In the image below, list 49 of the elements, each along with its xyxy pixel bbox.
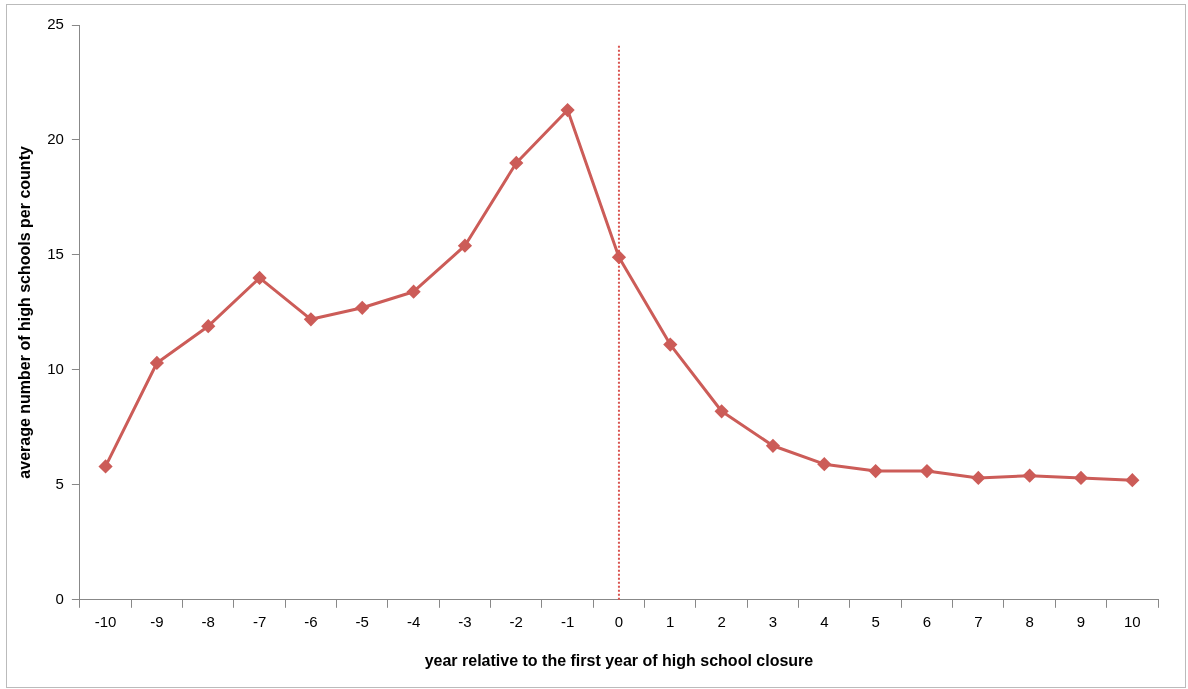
point bbox=[1074, 471, 1088, 485]
x-tick-label: -7 bbox=[252, 612, 267, 630]
x-tick-label: 3 bbox=[768, 612, 778, 630]
point bbox=[150, 356, 164, 370]
point bbox=[715, 404, 729, 418]
x-tick-label: 6 bbox=[922, 612, 932, 630]
point bbox=[817, 457, 831, 471]
x-tick-label: -8 bbox=[201, 612, 215, 630]
point bbox=[407, 285, 421, 299]
y-tick-label: 0 bbox=[55, 589, 64, 607]
x-tick-label: 0 bbox=[614, 612, 624, 630]
point bbox=[355, 301, 369, 315]
y-tick-label: 10 bbox=[47, 360, 64, 378]
x-tick-label: 8 bbox=[1025, 612, 1034, 630]
x-tick-label: -4 bbox=[406, 612, 421, 630]
point bbox=[766, 439, 780, 453]
point bbox=[99, 459, 113, 473]
x-tick-label: -9 bbox=[150, 612, 164, 630]
point bbox=[1125, 473, 1139, 487]
y-axis-title: average number of high schools per county bbox=[16, 146, 34, 479]
x-tick-label: -6 bbox=[304, 612, 318, 630]
x-tick-label: 9 bbox=[1076, 612, 1086, 630]
point bbox=[253, 271, 267, 285]
x-tick-label: -1 bbox=[560, 612, 575, 630]
point bbox=[458, 239, 472, 253]
point bbox=[869, 464, 883, 478]
y-tick-label: 20 bbox=[47, 130, 64, 148]
point bbox=[201, 319, 215, 333]
x-tick-label: 5 bbox=[871, 612, 880, 630]
x-tick-label: 10 bbox=[1123, 612, 1141, 630]
point bbox=[561, 103, 575, 117]
x-tick-label: 1 bbox=[666, 612, 675, 630]
y-tick-label: 15 bbox=[47, 245, 64, 263]
x-tick-label: -2 bbox=[509, 612, 523, 630]
point bbox=[509, 156, 523, 170]
x-tick-label: -10 bbox=[94, 612, 117, 630]
x-tick-label: 7 bbox=[974, 612, 983, 630]
x-axis-title: year relative to the first year of high school closure bbox=[424, 651, 814, 669]
x-tick-label: 2 bbox=[717, 612, 726, 630]
point bbox=[663, 338, 677, 352]
point bbox=[971, 471, 985, 485]
x-tick-label: 4 bbox=[820, 612, 829, 630]
y-tick-label: 5 bbox=[55, 474, 64, 492]
y-tick-label: 25 bbox=[47, 15, 64, 33]
point bbox=[1023, 469, 1037, 483]
point bbox=[304, 312, 318, 326]
point bbox=[920, 464, 934, 478]
x-tick-label: -5 bbox=[355, 612, 369, 630]
x-tick-label: -3 bbox=[458, 612, 472, 630]
